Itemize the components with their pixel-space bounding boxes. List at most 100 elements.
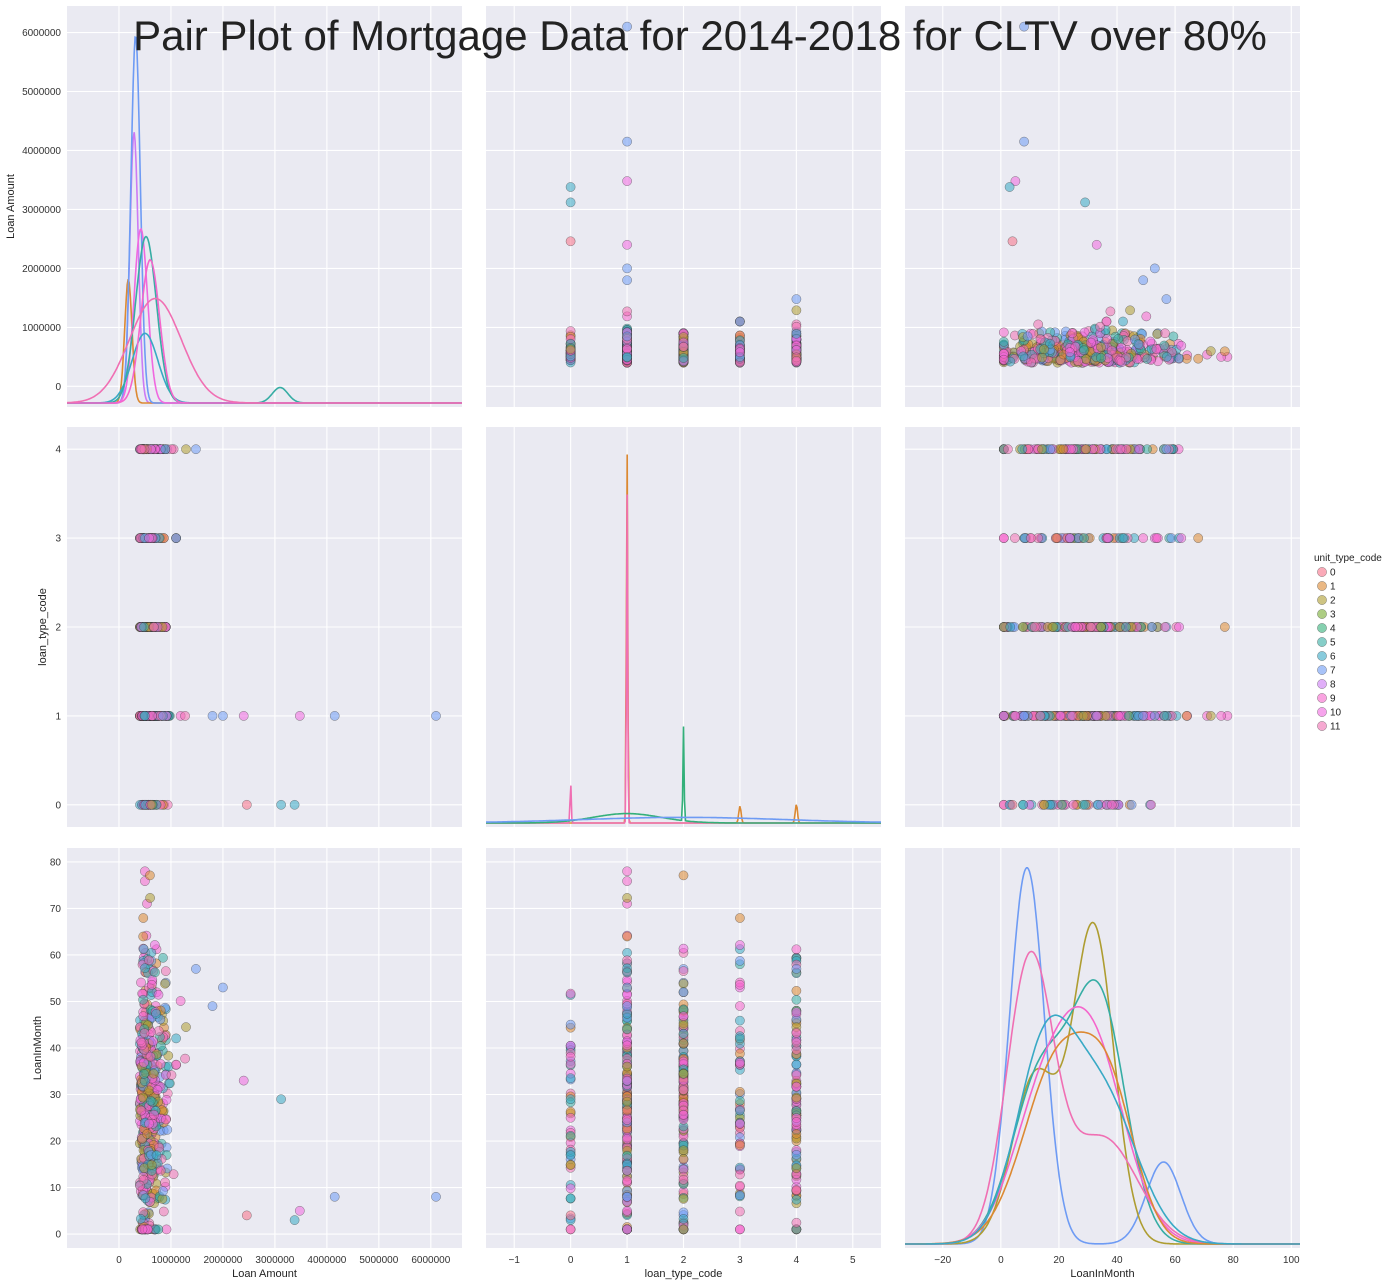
legend: unit_type_code 0 1 2 3 4 5 6 7 8 9 10 11 [1314, 553, 1382, 733]
scatter-point [140, 711, 150, 721]
scatter-point [678, 870, 689, 881]
scatter-point [565, 1224, 576, 1235]
scatter-point [160, 966, 171, 976]
scatter-point [1067, 711, 1077, 721]
scatter-point [791, 1007, 802, 1018]
scatter-point [735, 1190, 745, 1201]
kde-curves [67, 36, 462, 404]
legend-marker-1 [1317, 581, 1327, 591]
scatter-point [1035, 334, 1046, 344]
scatter-point [791, 1163, 802, 1173]
ytick-label: 6000000 [22, 28, 61, 39]
ytick-label: 20 [50, 1137, 62, 1148]
scatter-point [565, 344, 576, 355]
xtick-label: 2000000 [203, 1255, 242, 1266]
scatter-point [1039, 344, 1049, 355]
scatter-point [565, 1073, 576, 1084]
scatter-point [565, 1130, 576, 1141]
scatter-point [1058, 444, 1069, 455]
scatter-point [138, 931, 149, 942]
scatter-point [622, 893, 632, 903]
scatter-point [622, 866, 632, 877]
kde-line-2 [486, 726, 881, 824]
scatter-point [791, 1217, 802, 1228]
scatter-point [735, 1001, 745, 1011]
scatter-point [171, 533, 181, 543]
scatter-point [158, 952, 168, 963]
scatter-point [1151, 344, 1162, 354]
scatter-point [1149, 711, 1160, 721]
scatter-point [678, 1154, 689, 1164]
xtick-label: 0 [116, 1255, 122, 1266]
scatter-point [145, 1051, 156, 1062]
scatter-point [1091, 711, 1102, 721]
scatter-point [1133, 339, 1144, 349]
scatter-point [791, 1129, 802, 1139]
scatter-point [144, 1085, 155, 1096]
scatter-point [1018, 799, 1029, 810]
scatter-point [678, 1085, 689, 1095]
scatter-point [207, 1001, 218, 1011]
scatter-point [164, 1078, 175, 1089]
scatter-point [1003, 444, 1013, 455]
panel-1-1 [486, 427, 881, 827]
panel-0-1 [486, 6, 881, 407]
scatter-point [678, 1214, 689, 1224]
scatter-point [622, 1115, 632, 1125]
legend-title: unit_type_code [1314, 553, 1382, 564]
ytick-label: 10 [50, 1183, 62, 1194]
scatter-point [191, 964, 201, 974]
scatter-point [735, 1095, 745, 1106]
scatter-point [140, 1193, 151, 1204]
scatter-point [791, 994, 802, 1005]
scatter-point [1033, 319, 1044, 330]
scatter-point [678, 1011, 689, 1022]
scatter-point [1105, 306, 1116, 317]
scatter-point [1064, 347, 1075, 358]
scatter-point [1086, 622, 1096, 632]
scatter-point [565, 1210, 576, 1221]
xlabel-0: Loan Amount [232, 1268, 297, 1280]
scatter-point [622, 21, 632, 32]
scatter-point [1068, 799, 1079, 810]
scatter-point [1080, 197, 1090, 208]
scatter-point [998, 533, 1009, 543]
scatter-point [139, 1028, 150, 1038]
scatter-point [622, 1105, 632, 1116]
scatter-point [791, 355, 802, 366]
scatter-point [160, 444, 171, 455]
scatter-point [144, 955, 154, 966]
scatter-point [139, 1057, 149, 1068]
scatter-points [565, 21, 802, 368]
scatter-point [735, 1118, 745, 1129]
xtick-label: 6000000 [411, 1255, 450, 1266]
scatter-point [168, 1169, 179, 1180]
scatter-point [622, 239, 632, 250]
scatter-point [735, 1140, 745, 1150]
xtick-label: 40 [1111, 1255, 1123, 1266]
scatter-point [145, 893, 155, 903]
ylabel-2: LoanInMonth [32, 1016, 44, 1080]
scatter-point [1010, 176, 1021, 186]
ytick-label: 1000000 [22, 323, 61, 334]
scatter-point [622, 982, 632, 993]
scatter-point [1026, 533, 1036, 543]
scatter-point [1176, 340, 1187, 351]
scatter-point [1055, 711, 1066, 721]
scatter-point [1145, 336, 1156, 347]
scatter-point [622, 136, 632, 147]
scatter-point [148, 1068, 159, 1079]
scatter-point [791, 305, 802, 316]
ytick-label: 30 [50, 1090, 62, 1101]
scatter-point [565, 236, 576, 247]
scatter-point [791, 1070, 802, 1080]
scatter-point [1160, 328, 1170, 339]
scatter-point [160, 978, 170, 989]
scatter-point [1037, 352, 1047, 363]
ytick-label: 4000000 [22, 146, 61, 157]
panel-background [905, 848, 1300, 1248]
scatter-point [1146, 799, 1156, 810]
scatter-point [735, 956, 745, 966]
scatter-point [148, 1036, 158, 1047]
xtick-label: 0 [998, 1255, 1004, 1266]
